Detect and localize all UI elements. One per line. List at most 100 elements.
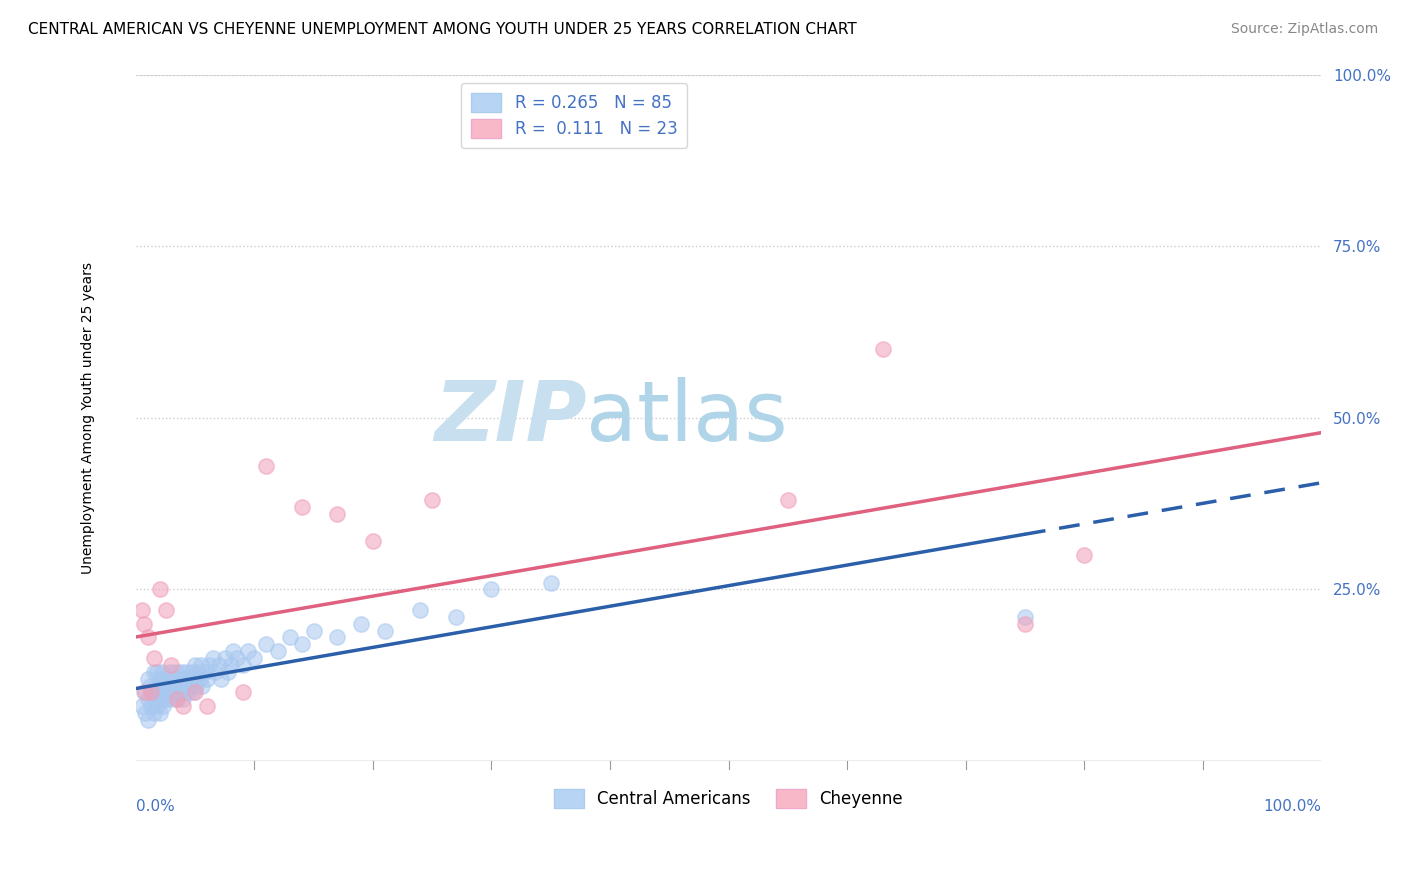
Point xyxy=(136,692,159,706)
Text: ZIP: ZIP xyxy=(433,377,586,458)
Point xyxy=(163,679,186,693)
Point xyxy=(141,699,163,714)
Point xyxy=(160,657,183,672)
Point xyxy=(326,631,349,645)
Point xyxy=(177,685,200,699)
Point xyxy=(136,713,159,727)
Point xyxy=(146,665,169,679)
Point xyxy=(173,672,195,686)
Point xyxy=(165,665,187,679)
Point xyxy=(204,665,226,679)
Point xyxy=(291,637,314,651)
Point xyxy=(172,685,194,699)
Point xyxy=(136,631,159,645)
Point xyxy=(156,685,179,699)
Point xyxy=(142,651,165,665)
Text: Source: ZipAtlas.com: Source: ZipAtlas.com xyxy=(1230,22,1378,37)
Point xyxy=(139,679,162,693)
Point xyxy=(444,610,467,624)
Text: Unemployment Among Youth under 25 years: Unemployment Among Youth under 25 years xyxy=(82,261,96,574)
Point xyxy=(146,699,169,714)
Point xyxy=(198,657,221,672)
Point xyxy=(267,644,290,658)
Point xyxy=(131,603,153,617)
Point xyxy=(190,657,212,672)
Point xyxy=(172,692,194,706)
Point xyxy=(134,685,156,699)
Point xyxy=(254,637,277,651)
Point xyxy=(134,616,156,631)
Text: atlas: atlas xyxy=(586,377,787,458)
Point xyxy=(152,699,174,714)
Point xyxy=(186,665,208,679)
Point xyxy=(214,651,236,665)
Point xyxy=(326,507,349,521)
Point xyxy=(201,651,224,665)
Point xyxy=(1014,610,1036,624)
Point xyxy=(191,679,214,693)
Point xyxy=(179,672,201,686)
Point xyxy=(195,699,218,714)
Point xyxy=(169,672,191,686)
Point xyxy=(420,493,443,508)
Point xyxy=(149,706,172,720)
Point xyxy=(172,699,194,714)
Point xyxy=(180,665,202,679)
Point xyxy=(162,672,184,686)
Point xyxy=(131,699,153,714)
Point xyxy=(872,342,894,356)
Point xyxy=(166,679,188,693)
Point xyxy=(170,665,193,679)
Point xyxy=(142,685,165,699)
Point xyxy=(208,657,231,672)
Point xyxy=(361,534,384,549)
Point xyxy=(179,679,201,693)
Point xyxy=(172,679,194,693)
Point xyxy=(167,685,190,699)
Point xyxy=(374,624,396,638)
Point xyxy=(1014,616,1036,631)
Point xyxy=(155,603,177,617)
Point xyxy=(186,679,208,693)
Point xyxy=(238,644,260,658)
Text: 0.0%: 0.0% xyxy=(136,799,174,814)
Point xyxy=(153,679,176,693)
Legend: Central Americans, Cheyenne: Central Americans, Cheyenne xyxy=(547,782,910,814)
Point xyxy=(157,692,180,706)
Point xyxy=(155,692,177,706)
Point xyxy=(219,657,242,672)
Point xyxy=(195,672,218,686)
Point xyxy=(409,603,432,617)
Point xyxy=(145,679,167,693)
Point xyxy=(166,692,188,706)
Point xyxy=(194,665,217,679)
Point xyxy=(142,665,165,679)
Point xyxy=(278,631,301,645)
Point xyxy=(149,672,172,686)
Point xyxy=(155,672,177,686)
Point xyxy=(150,665,173,679)
Point xyxy=(134,685,156,699)
Point xyxy=(232,657,254,672)
Point xyxy=(243,651,266,665)
Point xyxy=(150,685,173,699)
Point xyxy=(141,685,163,699)
Point xyxy=(149,679,172,693)
Point xyxy=(136,672,159,686)
Point xyxy=(174,665,197,679)
Point xyxy=(148,685,170,699)
Point xyxy=(142,706,165,720)
Point xyxy=(481,582,503,597)
Point xyxy=(156,679,179,693)
Point xyxy=(254,458,277,473)
Point xyxy=(209,672,232,686)
Point xyxy=(232,685,254,699)
Point xyxy=(184,672,207,686)
Point xyxy=(225,651,247,665)
Text: CENTRAL AMERICAN VS CHEYENNE UNEMPLOYMENT AMONG YOUTH UNDER 25 YEARS CORRELATION: CENTRAL AMERICAN VS CHEYENNE UNEMPLOYMEN… xyxy=(28,22,856,37)
Point xyxy=(160,685,183,699)
Point xyxy=(1073,548,1095,562)
Point xyxy=(540,575,562,590)
Point xyxy=(217,665,239,679)
Point xyxy=(134,706,156,720)
